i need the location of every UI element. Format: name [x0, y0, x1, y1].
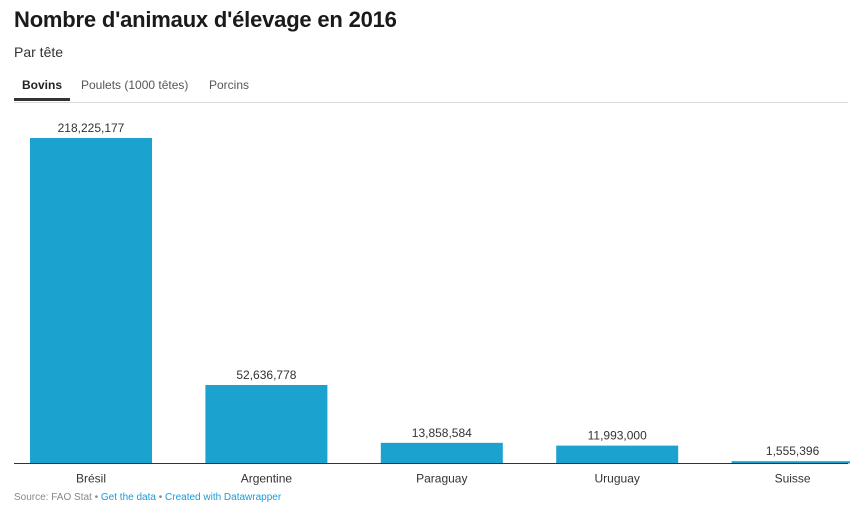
x-tick-label: Uruguay [595, 472, 640, 486]
bar-value-label: 13,858,584 [412, 426, 472, 440]
bar-value-label: 52,636,778 [236, 368, 296, 382]
bar [731, 461, 850, 464]
x-tick-label: Suisse [775, 472, 811, 486]
tab-bar: Bovins Poulets (1000 têtes) Porcins [14, 76, 848, 103]
chart-title: Nombre d'animaux d'élevage en 2016 [14, 7, 397, 32]
tab-bovins[interactable]: Bovins [14, 78, 70, 101]
footer: Source: FAO Stat • Get the data • Create… [14, 492, 281, 503]
tab-poulets[interactable]: Poulets (1000 têtes) [81, 78, 189, 92]
footer-separator: • [94, 492, 99, 503]
bar [556, 445, 679, 464]
bar-chart: 218,225,177 Brésil 52,636,778 Argentine 13,8… [14, 121, 850, 486]
bar-value-label: 11,993,000 [588, 429, 647, 443]
x-tick-label: Argentine [241, 472, 293, 486]
bar-value-label: 1,555,396 [766, 444, 820, 458]
datawrapper-link[interactable]: Created with Datawrapper [165, 492, 282, 503]
bar [380, 442, 503, 464]
x-tick-label: Paraguay [416, 472, 467, 486]
tab-porcins[interactable]: Porcins [209, 78, 250, 92]
source-text: Source: FAO Stat [14, 492, 92, 503]
x-tick-label: Brésil [76, 472, 106, 486]
get-data-link[interactable]: Get the data [100, 492, 156, 503]
footer-separator: • [158, 492, 163, 503]
bar-value-label: 218,225,177 [58, 121, 125, 135]
bar [30, 138, 152, 464]
bar [205, 384, 328, 464]
chart-subtitle: Par tête [14, 44, 64, 60]
